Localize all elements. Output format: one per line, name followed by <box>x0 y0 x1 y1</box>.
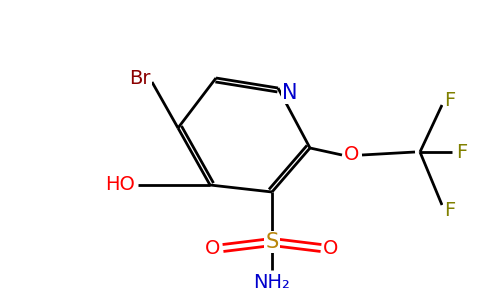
Text: O: O <box>344 146 360 164</box>
Text: F: F <box>444 200 455 220</box>
Text: NH₂: NH₂ <box>254 272 290 292</box>
Text: F: F <box>456 142 468 161</box>
Text: O: O <box>323 238 339 257</box>
Text: N: N <box>282 83 298 103</box>
Text: S: S <box>265 232 279 252</box>
Text: F: F <box>444 91 455 110</box>
Text: Br: Br <box>129 68 151 88</box>
Text: HO: HO <box>105 176 135 194</box>
Text: O: O <box>205 238 221 257</box>
